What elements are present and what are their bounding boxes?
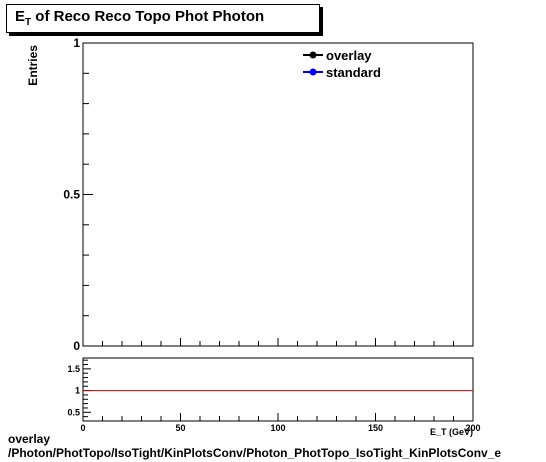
- legend-label-overlay: overlay: [326, 48, 372, 63]
- ratio-x-tick-label: 200: [465, 423, 480, 433]
- chart-title: ET of Reco Reco Topo Phot Photon: [15, 8, 265, 28]
- ratio-y-tick-label: 1.5: [67, 364, 80, 374]
- footer-line-1: overlay: [8, 432, 51, 446]
- ratio-plot-frame: [82, 357, 474, 422]
- y-tick-label: 1: [73, 36, 80, 50]
- ratio-x-tick-label: 100: [270, 423, 285, 433]
- footer-line-2: /Photon/PhotTopo/IsoTight/KinPlotsConv/P…: [8, 446, 502, 460]
- ratio-y-tick-label: 0.5: [67, 407, 80, 417]
- y-axis-label: Entries: [26, 45, 40, 86]
- title-box: ET of Reco Reco Topo Phot Photon: [6, 4, 320, 33]
- main-plot-panel: 0 0.5 1 Entries: [26, 36, 474, 353]
- main-plot-frame: [82, 42, 474, 347]
- y-tick-label: 0.5: [63, 188, 80, 202]
- legend-label-standard: standard: [326, 65, 381, 80]
- y-tick-label: 0: [73, 339, 80, 353]
- ratio-x-tick-label: 0: [80, 423, 85, 433]
- legend-marker-standard: [309, 68, 317, 76]
- x-axis-label: E_T (GeV): [430, 427, 473, 437]
- ratio-x-tick-label: 50: [175, 423, 185, 433]
- ratio-y-tick-label: 1: [75, 386, 80, 396]
- legend-marker-overlay: [309, 51, 317, 59]
- ratio-x-tick-label: 150: [368, 423, 383, 433]
- legend: overlay standard: [303, 48, 381, 80]
